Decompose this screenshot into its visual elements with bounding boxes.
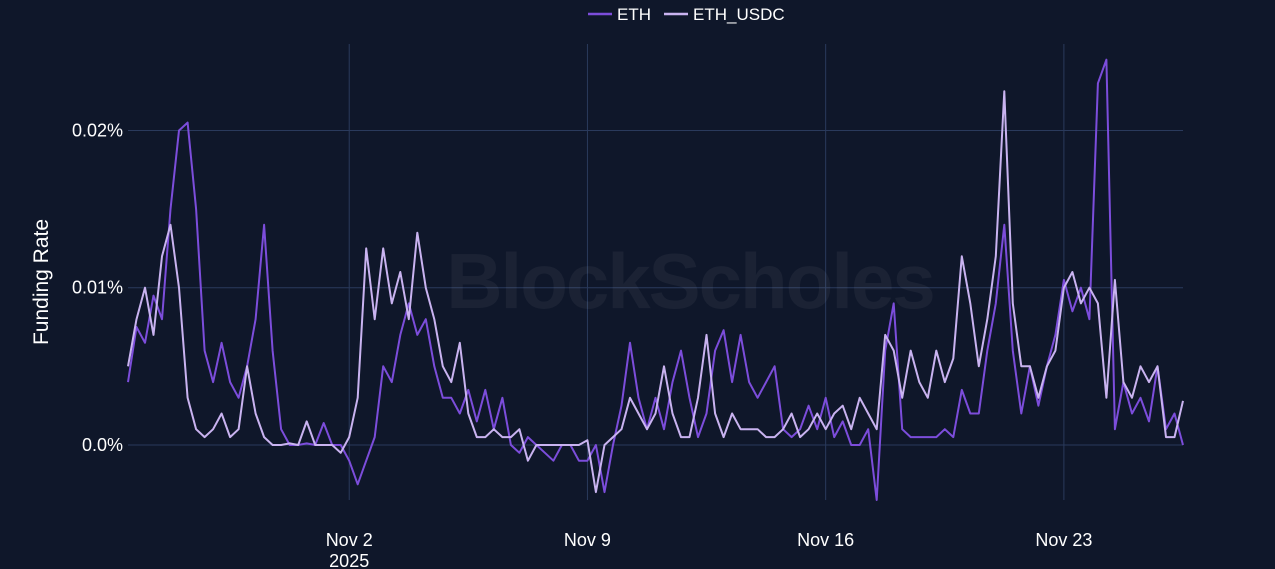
- y-tick-label: 0.0%: [82, 435, 123, 455]
- x-tick-label: Nov 23: [1035, 530, 1092, 550]
- x-tick-label: Nov 16: [797, 530, 854, 550]
- gridlines: [128, 44, 1183, 500]
- legend-item-eth[interactable]: ETH: [588, 5, 651, 24]
- x-tick-label: Nov 9: [564, 530, 611, 550]
- legend[interactable]: ETH ETH_USDC: [588, 5, 785, 24]
- legend-item-eth-usdc[interactable]: ETH_USDC: [664, 5, 785, 24]
- y-tick-label: 0.01%: [72, 278, 123, 298]
- y-tick-label: 0.02%: [72, 120, 123, 140]
- legend-label: ETH_USDC: [693, 5, 785, 24]
- series-line-eth: [127, 58, 1184, 501]
- series-line-eth-usdc: [127, 90, 1184, 494]
- legend-label: ETH: [617, 5, 651, 24]
- watermark: BlockScholes: [446, 237, 934, 325]
- x-tick-label: Nov 2: [326, 530, 373, 550]
- y-axis-title: Funding Rate: [30, 219, 53, 345]
- y-axis-ticks: 0.0% 0.01% 0.02%: [72, 120, 123, 454]
- plot-area: [127, 58, 1184, 501]
- x-tick-sublabel: 2025: [329, 551, 369, 569]
